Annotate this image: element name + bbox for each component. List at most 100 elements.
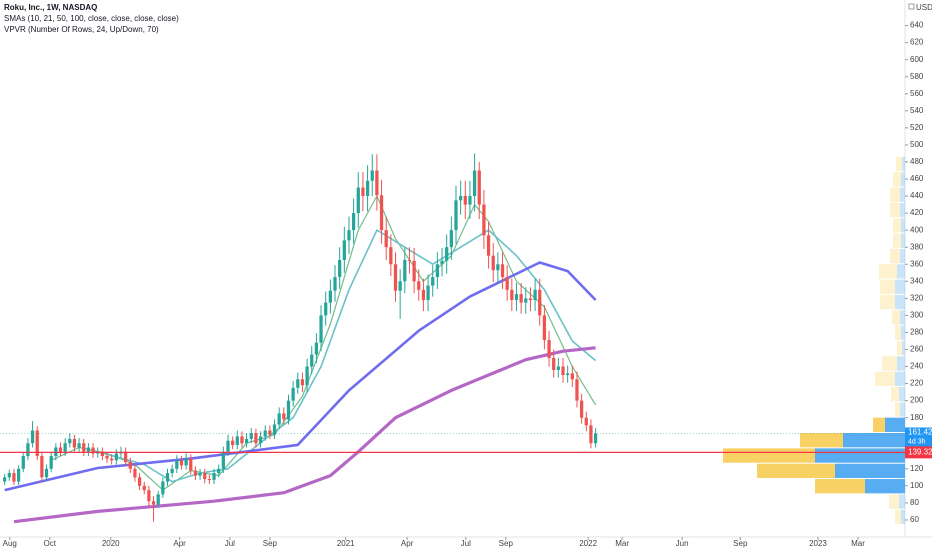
candle-body <box>254 433 258 444</box>
volume-down <box>800 433 843 448</box>
candle-body <box>128 461 132 469</box>
candle-body <box>314 342 319 355</box>
volume-down <box>895 325 901 340</box>
candle-body <box>310 354 314 367</box>
candle-body <box>351 213 356 231</box>
candle-body <box>203 473 207 480</box>
countdown-label: 4d 3h <box>908 438 926 445</box>
x-tick-label: Apr <box>173 539 186 548</box>
candle-body <box>496 264 500 271</box>
candle-body <box>68 438 72 444</box>
candle-body <box>547 340 551 358</box>
y-tick-label: 400 <box>910 225 924 234</box>
x-tick-label: Jun <box>676 539 689 548</box>
candle-body <box>175 460 179 469</box>
hline-label: 139.32 <box>908 447 932 456</box>
last-price-tag <box>905 427 932 448</box>
y-tick-label: 640 <box>910 21 924 30</box>
candle-body <box>296 379 300 388</box>
candle-body <box>179 460 184 466</box>
candle-body <box>361 187 365 197</box>
indicator-label: SMAs (10, 21, 50, 100, close, close, clo… <box>4 14 179 23</box>
y-tick-label: 320 <box>910 293 924 302</box>
x-tick-label: 2023 <box>809 539 827 548</box>
y-tick-label: 420 <box>910 208 924 217</box>
y-tick-label: 240 <box>910 362 924 371</box>
volume-down <box>895 509 901 525</box>
candle-body <box>26 443 30 457</box>
x-tick-label: 2020 <box>102 539 120 548</box>
candle-body <box>77 443 81 448</box>
x-tick-label: Jul <box>225 539 235 548</box>
y-tick-label: 560 <box>910 89 924 98</box>
candle-body <box>244 438 249 444</box>
volume-down <box>723 448 815 463</box>
y-tick-label: 480 <box>910 157 924 166</box>
y-tick-label: 540 <box>910 106 924 115</box>
candle-body <box>459 196 463 201</box>
candle-body <box>431 277 435 286</box>
candle-body <box>161 481 165 495</box>
candle-body <box>258 436 263 444</box>
candle-body <box>384 230 388 248</box>
volume-up <box>901 172 905 187</box>
x-tick-label: Mar <box>615 539 629 548</box>
candle-body <box>417 281 421 290</box>
candle-body <box>226 440 230 452</box>
volume-up <box>900 202 905 218</box>
candle-body <box>589 425 593 444</box>
candle-body <box>291 387 295 401</box>
candle-body <box>584 417 588 426</box>
candle-body <box>105 456 109 459</box>
candle-body <box>49 456 53 469</box>
candle-body <box>319 315 323 343</box>
volume-down <box>893 172 901 187</box>
candle-body <box>342 240 346 260</box>
chart-title: Roku, Inc., 1W, NASDAQ <box>4 3 97 12</box>
candle-body <box>263 430 267 437</box>
volume-down <box>890 187 900 202</box>
candle-body <box>35 430 39 457</box>
candle-body <box>3 477 7 482</box>
candle-body <box>333 277 337 291</box>
candle-body <box>449 230 453 248</box>
volume-down <box>875 371 895 386</box>
candle-body <box>468 196 472 205</box>
volume-up <box>815 448 905 463</box>
candle-body <box>528 298 533 301</box>
volume-down <box>895 402 900 417</box>
x-tick-label: Sep <box>499 539 514 548</box>
volume-up <box>901 325 905 340</box>
candle-body <box>472 170 477 197</box>
y-tick-label: 520 <box>910 123 924 132</box>
candle-body <box>193 470 198 476</box>
candle-body <box>407 259 412 261</box>
x-tick-label: 2021 <box>337 539 355 548</box>
candle-body <box>482 204 486 236</box>
volume-down <box>890 248 900 264</box>
hline-tag <box>905 446 932 459</box>
candle-body <box>454 200 458 231</box>
candle-body <box>445 247 449 261</box>
candle-body <box>486 235 491 256</box>
y-tick-label: 500 <box>910 140 924 149</box>
volume-down <box>893 233 901 248</box>
y-tick-label: 280 <box>910 328 924 337</box>
candle-body <box>412 260 416 282</box>
candle-body <box>217 468 221 474</box>
volume-up <box>900 402 905 417</box>
volume-up <box>895 371 905 386</box>
volume-down <box>882 356 897 371</box>
volume-down <box>892 310 900 325</box>
volume-up <box>843 433 905 448</box>
candle-body <box>282 413 286 420</box>
volume-down <box>880 279 895 294</box>
volume-up <box>895 279 905 294</box>
y-tick-label: 220 <box>910 379 924 388</box>
candle-body <box>165 473 170 482</box>
candle-body <box>249 433 253 439</box>
volume-up <box>901 509 905 525</box>
candle-body <box>324 302 328 316</box>
volume-up <box>899 494 905 509</box>
candle-body <box>533 289 537 301</box>
